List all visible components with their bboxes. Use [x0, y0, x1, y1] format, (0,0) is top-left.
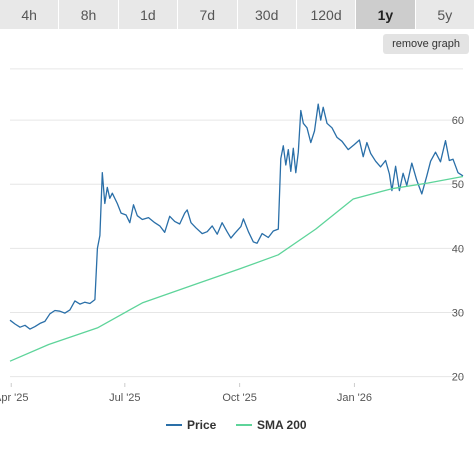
y-tick-label: 50	[452, 179, 464, 191]
x-tick-label: Apr '25	[0, 392, 29, 404]
y-tick-label: 60	[452, 115, 464, 127]
tab-5y[interactable]: 5y	[415, 0, 474, 29]
timeframe-tabs: 4h 8h 1d 7d 30d 120d 1y 5y	[0, 0, 474, 29]
tab-1y[interactable]: 1y	[356, 0, 416, 29]
grid	[10, 68, 463, 378]
y-tick-label: 30	[452, 307, 464, 319]
x-tick-label: Jul '25	[109, 392, 140, 404]
tab-30d[interactable]: 30d	[237, 0, 297, 29]
tab-4h[interactable]: 4h	[0, 0, 60, 29]
x-tick-labels: Apr '25 Jul '25 Oct '25 Jan '26	[0, 383, 372, 404]
y-tick-label: 40	[452, 243, 464, 255]
tab-1d[interactable]: 1d	[118, 0, 179, 29]
tab-7d[interactable]: 7d	[178, 0, 238, 29]
legend: Price SMA 200	[166, 418, 307, 432]
y-tick-label: 20	[452, 372, 464, 384]
legend-label: Price	[187, 418, 217, 432]
series-lines	[9, 103, 464, 362]
y-tick-labels: 20 30 40 50 60	[452, 115, 464, 383]
x-tick-label: Jan '26	[337, 392, 372, 404]
remove-graph-button[interactable]: remove graph	[383, 34, 469, 54]
x-tick-label: Oct '25	[222, 392, 257, 404]
tab-8h[interactable]: 8h	[59, 0, 119, 29]
tab-120d[interactable]: 120d	[296, 0, 357, 29]
series-line-sma-200	[9, 175, 464, 362]
legend-label: SMA 200	[257, 418, 307, 432]
series-line-price	[9, 103, 464, 330]
